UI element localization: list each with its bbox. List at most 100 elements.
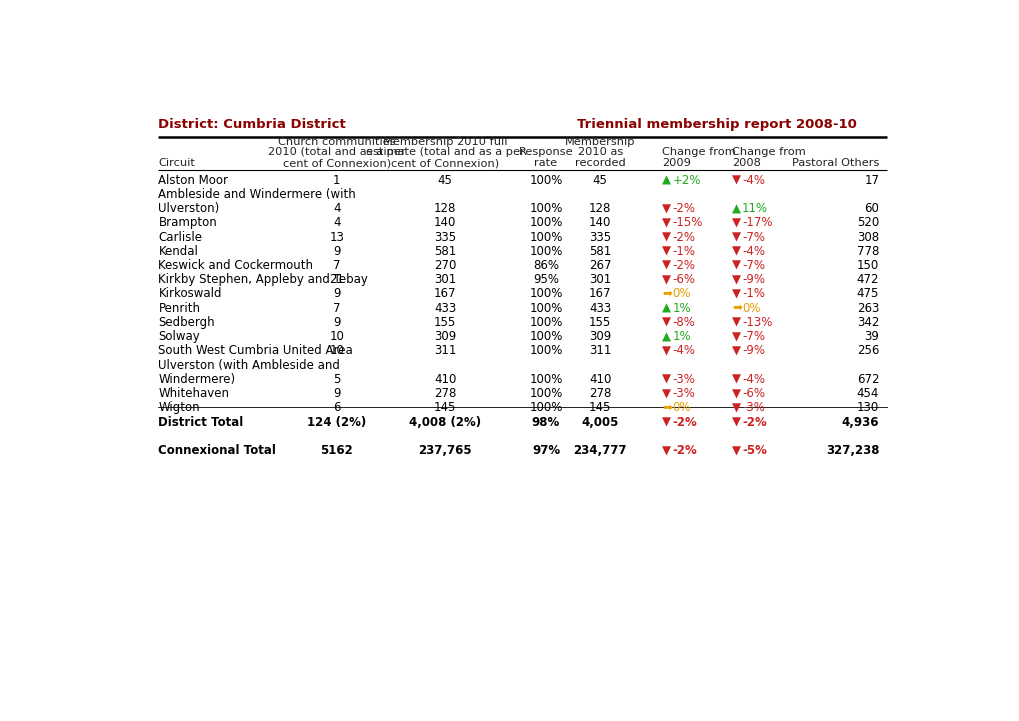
Text: ▼: ▼ (732, 373, 740, 386)
Text: Pastoral Others: Pastoral Others (791, 158, 878, 168)
Text: ▼: ▼ (732, 444, 740, 457)
Text: -9%: -9% (742, 273, 764, 286)
Text: 167: 167 (588, 288, 611, 301)
Text: 433: 433 (589, 301, 610, 315)
Text: 97%: 97% (532, 444, 559, 457)
Text: 140: 140 (589, 216, 610, 229)
Text: 100%: 100% (529, 330, 562, 343)
Text: 7: 7 (332, 259, 340, 272)
Text: 410: 410 (589, 373, 610, 386)
Text: -3%: -3% (742, 402, 764, 415)
Text: 335: 335 (589, 231, 610, 244)
Text: 2009: 2009 (661, 158, 691, 168)
Text: ➡: ➡ (732, 301, 741, 315)
Text: Carlisle: Carlisle (158, 231, 203, 244)
Text: 270: 270 (434, 259, 455, 272)
Text: -2%: -2% (672, 202, 695, 215)
Text: Kirkoswald: Kirkoswald (158, 288, 222, 301)
Text: 256: 256 (856, 345, 878, 358)
Text: -4%: -4% (672, 345, 695, 358)
Text: 150: 150 (856, 259, 878, 272)
Text: 308: 308 (856, 231, 878, 244)
Text: Kendal: Kendal (158, 244, 198, 257)
Text: 278: 278 (589, 387, 610, 400)
Text: ▼: ▼ (661, 244, 671, 257)
Text: ▼: ▼ (661, 444, 671, 457)
Text: -7%: -7% (742, 259, 764, 272)
Text: ➡: ➡ (661, 288, 672, 301)
Text: Church communities: Church communities (277, 136, 395, 146)
Text: 778: 778 (856, 244, 878, 257)
Text: Ambleside and Windermere (with: Ambleside and Windermere (with (158, 187, 356, 200)
Text: Membership 2010 full: Membership 2010 full (382, 136, 507, 146)
Text: 100%: 100% (529, 216, 562, 229)
Text: ▼: ▼ (732, 416, 740, 429)
Text: 4,005: 4,005 (581, 416, 619, 429)
Text: 672: 672 (856, 373, 878, 386)
Text: 100%: 100% (529, 387, 562, 400)
Text: 234,777: 234,777 (573, 444, 627, 457)
Text: ▼: ▼ (661, 231, 671, 244)
Text: 39: 39 (863, 330, 878, 343)
Text: -6%: -6% (672, 273, 695, 286)
Text: ▼: ▼ (661, 202, 671, 215)
Text: 0%: 0% (672, 288, 690, 301)
Text: 100%: 100% (529, 402, 562, 415)
Text: 301: 301 (589, 273, 610, 286)
Text: 278: 278 (434, 387, 455, 400)
Text: 309: 309 (589, 330, 610, 343)
Text: 475: 475 (856, 288, 878, 301)
Text: Brampton: Brampton (158, 216, 217, 229)
Text: Wigton: Wigton (158, 402, 200, 415)
Text: District: Cumbria District: District: Cumbria District (158, 118, 345, 131)
Text: 10: 10 (329, 330, 343, 343)
Text: -3%: -3% (672, 373, 695, 386)
Text: -15%: -15% (672, 216, 702, 229)
Text: 100%: 100% (529, 316, 562, 329)
Text: 342: 342 (856, 316, 878, 329)
Text: -8%: -8% (672, 316, 695, 329)
Text: 2008: 2008 (732, 158, 760, 168)
Text: Keswick and Cockermouth: Keswick and Cockermouth (158, 259, 313, 272)
Text: Ulverston): Ulverston) (158, 202, 219, 215)
Text: 1%: 1% (672, 330, 690, 343)
Text: District Total: District Total (158, 416, 244, 429)
Text: 267: 267 (588, 259, 611, 272)
Text: Ulverston (with Ambleside and: Ulverston (with Ambleside and (158, 359, 340, 372)
Text: ▼: ▼ (732, 174, 740, 187)
Text: -7%: -7% (742, 231, 764, 244)
Text: 21: 21 (329, 273, 344, 286)
Text: -4%: -4% (742, 174, 764, 187)
Text: -4%: -4% (742, 244, 764, 257)
Text: -2%: -2% (742, 416, 766, 429)
Text: 0%: 0% (742, 301, 760, 315)
Text: 128: 128 (589, 202, 610, 215)
Text: 237,765: 237,765 (418, 444, 472, 457)
Text: South West Cumbria United Area: South West Cumbria United Area (158, 345, 353, 358)
Text: Whitehaven: Whitehaven (158, 387, 229, 400)
Text: 263: 263 (856, 301, 878, 315)
Text: 100%: 100% (529, 373, 562, 386)
Text: 155: 155 (589, 316, 610, 329)
Text: ➡: ➡ (661, 402, 672, 415)
Text: ▼: ▼ (661, 216, 671, 229)
Text: Penrith: Penrith (158, 301, 201, 315)
Text: ▼: ▼ (732, 231, 740, 244)
Text: 5: 5 (333, 373, 340, 386)
Text: 9: 9 (332, 387, 340, 400)
Text: 1%: 1% (672, 301, 690, 315)
Text: -9%: -9% (742, 345, 764, 358)
Text: 13: 13 (329, 231, 343, 244)
Text: 410: 410 (434, 373, 455, 386)
Text: -3%: -3% (672, 387, 695, 400)
Text: 4: 4 (332, 216, 340, 229)
Text: cent of Connexion): cent of Connexion) (282, 158, 390, 168)
Text: 100%: 100% (529, 244, 562, 257)
Text: Kirkby Stephen, Appleby and Tebay: Kirkby Stephen, Appleby and Tebay (158, 273, 368, 286)
Text: 45: 45 (437, 174, 452, 187)
Text: cent of Connexion): cent of Connexion) (391, 158, 499, 168)
Text: 581: 581 (434, 244, 455, 257)
Text: 454: 454 (856, 387, 878, 400)
Text: estimate (total and as a per: estimate (total and as a per (366, 147, 524, 157)
Text: Circuit: Circuit (158, 158, 196, 168)
